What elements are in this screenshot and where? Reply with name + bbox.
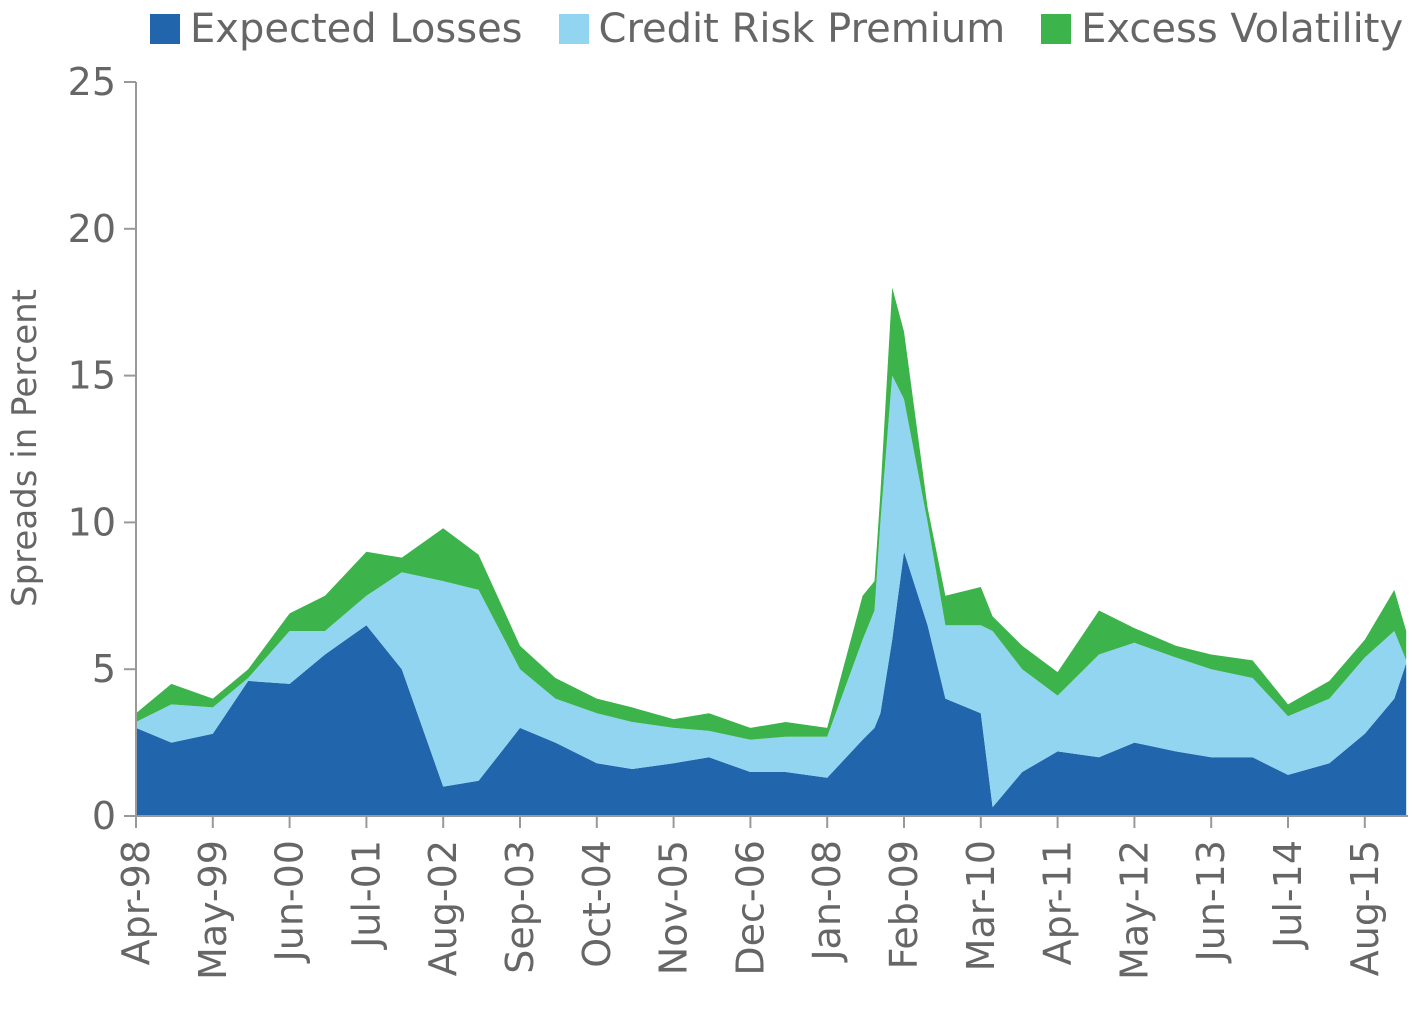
x-tick-label: Jul-14 xyxy=(1266,840,1310,950)
y-tick-label: 15 xyxy=(68,354,116,398)
y-tick-label: 10 xyxy=(68,500,116,544)
x-tick-label: May-12 xyxy=(1112,840,1156,980)
x-tick-label: Jul-01 xyxy=(344,840,388,950)
y-tick-label: 0 xyxy=(92,794,116,838)
area-series-group xyxy=(136,287,1407,816)
axes-group: 0 5 10 15 20 25 Apr-98 May-99 Jun-00 Jul-01 Aug-02… xyxy=(68,60,1408,980)
x-tick-label: Mar-10 xyxy=(959,840,1003,971)
x-tick-label: Oct-04 xyxy=(575,840,619,968)
x-tick-label: Apr-98 xyxy=(114,840,158,965)
legend-label-expected-losses: Expected Losses xyxy=(190,6,523,52)
legend-swatch-excess-volatility xyxy=(1041,14,1072,44)
legend-label-credit-risk-premium: Credit Risk Premium xyxy=(598,6,1006,52)
legend-item-excess-volatility: Excess Volatility xyxy=(1041,6,1403,52)
x-tick-label: Jun-00 xyxy=(268,840,312,963)
chart-legend: Expected Losses Credit Risk Premium Exce… xyxy=(150,6,1403,52)
y-tick-label: 20 xyxy=(68,207,116,251)
y-axis-label: Spreads in Percent xyxy=(5,289,45,607)
x-tick-label: Dec-06 xyxy=(728,840,772,976)
legend-swatch-expected-losses xyxy=(150,14,180,44)
x-tick-label: Sep-03 xyxy=(498,840,542,974)
area-expected-losses xyxy=(136,551,1407,816)
y-tick-label: 25 xyxy=(68,60,116,104)
area-credit-risk-premium xyxy=(136,375,1407,808)
area-excess-volatility xyxy=(136,287,1407,740)
legend-item-credit-risk-premium: Credit Risk Premium xyxy=(558,6,1006,52)
x-tick-label: Jan-08 xyxy=(805,840,849,963)
x-tick-label: Jun-13 xyxy=(1189,840,1233,963)
legend-label-excess-volatility: Excess Volatility xyxy=(1081,6,1404,52)
x-tick-label: Aug-15 xyxy=(1343,840,1387,976)
x-tick-label: May-99 xyxy=(191,840,235,980)
x-tick-label: Aug-02 xyxy=(421,840,465,976)
legend-item-expected-losses: Expected Losses xyxy=(150,6,523,52)
x-tick-label: Feb-09 xyxy=(882,840,926,969)
legend-swatch-credit-risk-premium xyxy=(558,14,589,44)
y-tick-label: 5 xyxy=(92,647,116,691)
x-tick-label: Apr-11 xyxy=(1036,840,1080,965)
x-tick-label: Nov-05 xyxy=(652,840,696,975)
